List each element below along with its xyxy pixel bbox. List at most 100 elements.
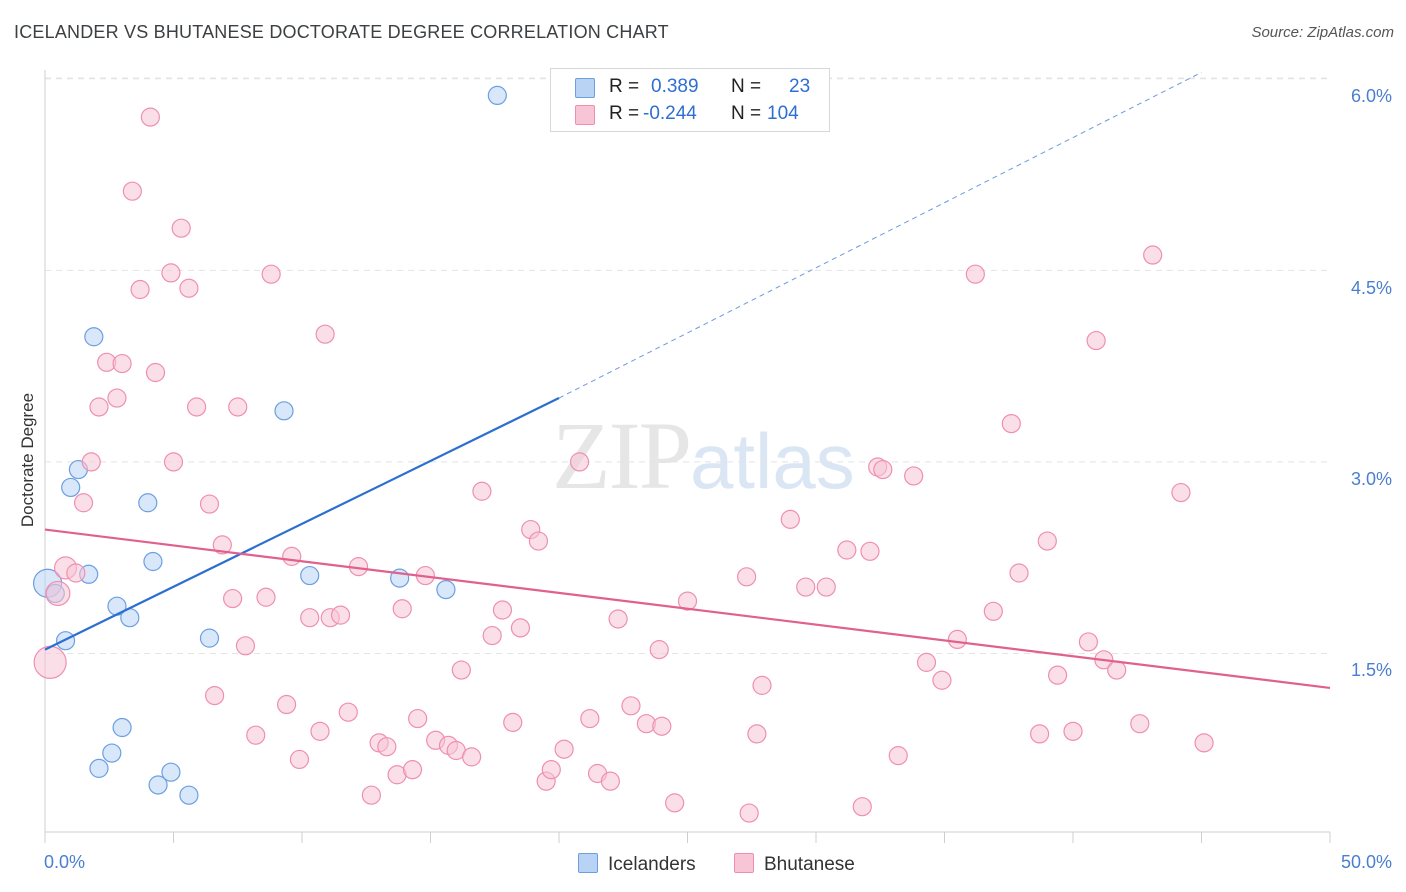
chart-source: Source: ZipAtlas.com [1251,24,1394,41]
bottom-legend-bhutanese: Bhutanese [734,853,855,876]
bhutanese-point-29 [282,546,302,566]
bhutanese-point-19 [199,494,220,514]
bhutanese-point-59 [541,760,561,780]
bhutanese-point-78 [816,577,836,597]
icelanders-point-17 [199,628,220,648]
bhutanese-swatch [575,105,595,125]
bhutanese-point-9 [112,353,132,374]
y-tick-label-1-5: 1.5% [1350,660,1392,680]
y-tick-label-3: 3.0% [1350,469,1392,489]
bhutanese-point-75 [752,675,772,695]
legend-n-value: 23 [789,76,811,97]
icelanders-legend-label: Icelanders [608,854,696,875]
bhutanese-point-30 [289,749,310,770]
bhutanese-point-65 [608,609,628,629]
bhutanese-point-15 [163,452,184,472]
bhutanese-point-72 [737,567,757,587]
bhutanese-point-25 [246,725,266,745]
bhutanese-point-21 [212,535,232,555]
bhutanese-point-3 [66,563,86,583]
bhutanese-point-71 [677,591,698,611]
bhutanese-point-51 [472,481,492,501]
icelanders-trend-line [44,397,560,651]
bhutanese-point-42 [392,599,412,619]
bhutanese-point-86 [916,652,937,672]
icelanders-point-8 [102,743,122,763]
bhutanese-point-50 [462,747,482,767]
bhutanese-point-35 [330,605,351,625]
bhutanese-point-31 [300,608,320,628]
icelanders-point-18 [274,401,294,421]
bhutanese-point-38 [361,785,381,805]
bhutanese-point-49 [451,660,471,680]
icelanders-point-16 [179,785,199,805]
bhutanese-point-83 [873,459,893,480]
chart-title: ICELANDER VS BHUTANESE DOCTORATE DEGREE … [14,22,669,42]
icelanders-point-13 [143,551,163,572]
bhutanese-point-16 [171,218,191,238]
bhutanese-point-60 [554,739,574,759]
bhutanese-point-54 [503,712,523,733]
legend-r-value: -0.244 [643,103,697,124]
bhutanese-point-87 [932,670,952,690]
bhutanese-point-84 [888,746,908,766]
bhutanese-point-28 [276,694,297,715]
bhutanese-point-52 [482,625,502,646]
bhutanese-point-1 [45,580,71,607]
icelanders-point-19 [300,565,320,586]
bhutanese-point-70 [665,793,685,813]
bhutanese-point-14 [161,263,181,283]
legend-r-value: 0.389 [651,76,699,97]
bhutanese-point-5 [81,452,101,472]
bhutanese-point-96 [1063,721,1083,741]
bhutanese-point-32 [310,721,330,741]
legend-n-label: N = [731,76,762,97]
legend-r-label: R = [609,103,640,124]
bhutanese-trend-line [44,528,1331,690]
icelanders-point-15 [161,762,181,782]
bhutanese-point-98 [1086,330,1106,351]
bhutanese-point-27 [261,264,281,284]
bhutanese-point-20 [205,685,225,706]
stats-legend: R = 0.389 N = 23 R = -0.244 N = 104 [550,68,830,132]
y-tick-label-4-5: 4.5% [1350,278,1392,298]
icelanders-point-3 [61,477,81,498]
bhutanese-point-91 [1001,413,1021,434]
bhutanese-point-80 [852,797,872,817]
x-tick-label-max: 50.0% [1340,852,1392,872]
bhutanese-point-26 [256,587,276,607]
bhutanese-point-0 [33,645,67,679]
x-tick-label-min: 0.0% [44,852,86,872]
bhutanese-point-11 [130,279,150,300]
bhutanese-point-73 [739,803,759,823]
bhutanese-point-97 [1078,632,1099,652]
bhutanese-legend-swatch [734,853,754,873]
legend-n-label: N = [731,103,762,124]
bhutanese-point-66 [621,696,641,716]
bhutanese-point-74 [747,724,767,744]
bhutanese-point-94 [1037,531,1057,551]
bhutanese-point-10 [122,181,142,201]
bhutanese-point-18 [187,397,207,417]
icelanders-point-21 [436,579,456,600]
icelanders-point-10 [112,717,132,738]
bhutanese-point-90 [983,601,1003,621]
bhutanese-point-17 [179,278,199,298]
bhutanese-point-100 [1107,660,1127,680]
bhutanese-point-89 [965,264,985,284]
watermark-atlas: atlas [690,417,855,505]
bhutanese-point-101 [1130,714,1150,734]
bottom-legend-icelanders: Icelanders [578,853,696,876]
bhutanese-point-92 [1009,563,1029,583]
bhutanese-point-44 [408,708,428,729]
bhutanese-point-79 [837,540,857,560]
bhutanese-point-4 [73,493,94,513]
icelanders-trend-extension [558,71,1202,399]
y-tick-label-6: 6.0% [1350,86,1392,106]
icelanders-point-12 [138,493,158,513]
bhutanese-point-33 [315,324,335,344]
bhutanese-point-68 [649,640,669,660]
bhutanese-point-6 [89,397,109,417]
icelanders-swatch [575,78,595,98]
bhutanese-point-12 [140,107,160,127]
